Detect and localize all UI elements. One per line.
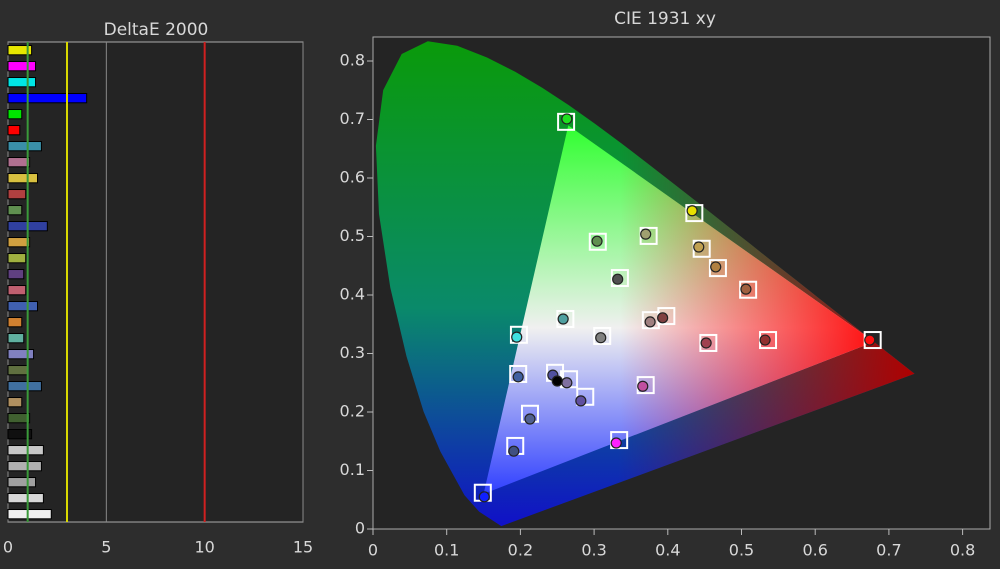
measured-point (657, 312, 669, 324)
y-tick-label: 0.2 (340, 402, 365, 421)
y-tick-label: 0.7 (340, 109, 365, 128)
bar (7, 205, 23, 216)
target-marker (708, 259, 727, 278)
x-tick-label: 10 (194, 538, 214, 557)
target-marker (685, 204, 704, 223)
chart-title: CIE 1931 xy (614, 9, 716, 29)
bar (7, 173, 38, 184)
x-tick-label: 0.6 (802, 541, 827, 560)
bar (7, 109, 23, 120)
target-marker (699, 333, 718, 352)
bar (7, 493, 44, 504)
bar (7, 285, 27, 296)
x-tick-label: 0 (368, 541, 378, 560)
x-tick-label: 5 (101, 538, 111, 557)
measured-point (644, 316, 656, 328)
measured-point (700, 337, 712, 349)
x-tick-label: 15 (293, 538, 313, 557)
measured-point (595, 332, 607, 344)
measured-point (693, 241, 705, 253)
measured-point (512, 371, 524, 383)
bar (7, 141, 42, 152)
y-tick-label: 0.3 (340, 343, 365, 362)
y-tick-label: 0.8 (340, 51, 365, 70)
measured-point (610, 437, 622, 449)
target-marker (610, 431, 629, 450)
bar (7, 189, 27, 200)
measured-point (551, 375, 563, 387)
x-tick-label: 0.7 (876, 541, 901, 560)
measured-point (591, 235, 603, 247)
measured-point (575, 395, 587, 407)
measured-point (640, 228, 652, 240)
bar (7, 365, 29, 376)
y-tick-label: 0.5 (340, 226, 365, 245)
target-marker (588, 232, 607, 251)
bar (7, 445, 44, 456)
target-marker (739, 280, 758, 299)
bar (7, 269, 25, 280)
measured-point (710, 261, 722, 273)
bar (7, 157, 31, 168)
x-tick-label: 0.8 (950, 541, 975, 560)
bar (7, 397, 23, 408)
bar (7, 317, 23, 328)
measured-point (740, 283, 752, 295)
bar (7, 509, 52, 520)
measured-point (637, 380, 649, 392)
bar (7, 477, 37, 488)
target-marker (509, 325, 528, 344)
target-marker (610, 269, 629, 288)
bar (7, 461, 42, 472)
target-marker (593, 326, 612, 345)
bar (7, 93, 88, 104)
bar (7, 77, 37, 88)
measured-point (557, 313, 569, 325)
bar (7, 45, 33, 56)
measured-point (686, 205, 698, 217)
y-tick-label: 0.1 (340, 460, 365, 479)
bar (7, 381, 42, 392)
measured-point (864, 334, 876, 346)
bar (7, 253, 27, 264)
x-tick-label: 0.5 (729, 541, 754, 560)
measured-point (612, 273, 624, 285)
measured-point (511, 331, 523, 343)
bar (7, 413, 31, 424)
measured-point (524, 413, 536, 425)
bar (7, 349, 35, 360)
measured-point (508, 445, 520, 457)
measured-point (561, 113, 573, 125)
x-tick-label: 0.3 (581, 541, 606, 560)
bar (7, 237, 31, 248)
measured-point (478, 491, 490, 503)
bar (7, 301, 38, 312)
plot-area (7, 41, 304, 523)
measured-point (759, 334, 771, 346)
bar (7, 125, 21, 136)
bar (7, 333, 25, 344)
x-tick-label: 0.1 (434, 541, 459, 560)
x-tick-label: 0.2 (508, 541, 533, 560)
bar (7, 61, 37, 72)
y-tick-label: 0 (355, 519, 365, 538)
measured-point (561, 377, 573, 389)
x-tick-label: 0.4 (655, 541, 680, 560)
bar (7, 429, 33, 440)
y-tick-label: 0.4 (340, 285, 365, 304)
y-tick-label: 0.6 (340, 168, 365, 187)
x-tick-label: 0 (3, 538, 13, 557)
target-marker (556, 309, 575, 328)
chart-title: DeltaE 2000 (104, 20, 209, 40)
